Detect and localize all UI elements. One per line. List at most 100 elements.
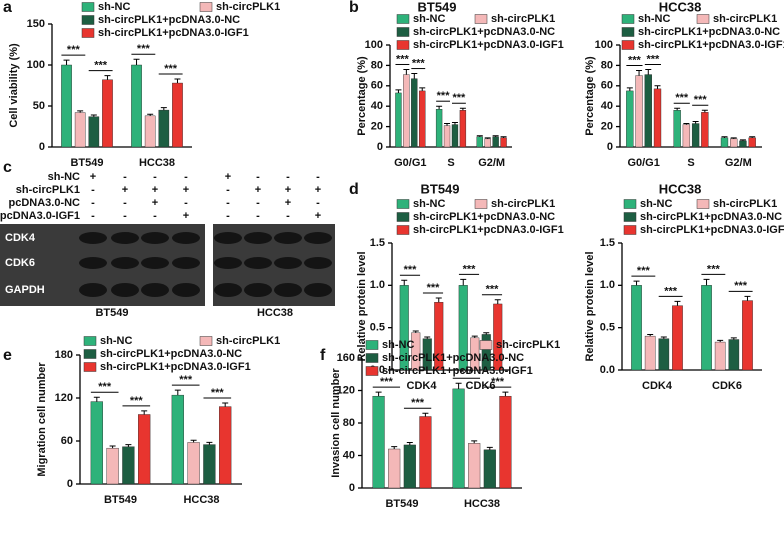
legend-swatch bbox=[621, 14, 635, 24]
blot-sign: + bbox=[152, 184, 158, 196]
blot-sign: + bbox=[285, 197, 291, 209]
error-bar bbox=[683, 123, 690, 125]
significance-label: *** bbox=[137, 43, 151, 55]
legend-swatch bbox=[621, 27, 635, 37]
y-tick-label: 0.0 bbox=[600, 364, 615, 376]
panel-label: f bbox=[320, 347, 326, 364]
bar bbox=[492, 136, 499, 148]
y-tick-label: 60 bbox=[61, 435, 73, 447]
x-tick-label: CDK6 bbox=[712, 380, 742, 392]
blot-sign: - bbox=[256, 197, 260, 209]
y-tick-label: 1.0 bbox=[370, 279, 385, 291]
bar bbox=[728, 339, 740, 371]
blot-sign: - bbox=[184, 171, 188, 183]
legend-label: sh-circPLK1 bbox=[216, 335, 280, 347]
y-tick-label: 80 bbox=[343, 417, 355, 429]
blot-row-label: sh-NC bbox=[48, 171, 80, 183]
blot-sign: - bbox=[91, 210, 95, 222]
error-bar bbox=[739, 139, 746, 141]
y-axis-label: Relative protein level bbox=[584, 251, 596, 361]
protein-band bbox=[244, 232, 272, 244]
bar bbox=[672, 305, 683, 371]
legend-swatch bbox=[396, 14, 410, 24]
protein-band bbox=[141, 283, 169, 297]
legend-swatch bbox=[396, 212, 410, 222]
protein-band bbox=[111, 232, 139, 244]
blot-row-label: sh-circPLK1 bbox=[16, 184, 80, 196]
panel-label: a bbox=[3, 0, 12, 16]
legend-swatch bbox=[81, 15, 95, 25]
legend-swatch bbox=[696, 199, 710, 209]
bar bbox=[484, 138, 491, 148]
significance-label: *** bbox=[646, 53, 660, 65]
bar bbox=[419, 416, 432, 489]
bar bbox=[626, 90, 634, 148]
x-tick-label: BT549 bbox=[104, 494, 137, 506]
blot-sign: - bbox=[123, 210, 127, 222]
blot-sign: + bbox=[152, 197, 158, 209]
bar bbox=[451, 124, 459, 148]
significance-label: *** bbox=[637, 265, 651, 277]
protein-band bbox=[214, 283, 242, 297]
bar bbox=[443, 125, 451, 148]
legend-label: sh-circPLK1 bbox=[491, 13, 555, 25]
significance-label: *** bbox=[98, 381, 112, 393]
bar bbox=[459, 110, 467, 148]
x-tick-label: CDK4 bbox=[407, 380, 438, 392]
legend-label: sh-circPLK1+pcDNA3.0-IGF1 bbox=[640, 224, 784, 236]
y-tick-label: 0 bbox=[349, 482, 355, 494]
error-bar bbox=[63, 59, 70, 65]
error-bar bbox=[471, 440, 478, 444]
protein-band bbox=[244, 257, 272, 269]
error-bar bbox=[636, 70, 643, 76]
error-bar bbox=[435, 297, 442, 303]
protein-band bbox=[172, 257, 200, 269]
legend-label: sh-NC bbox=[640, 198, 672, 210]
significance-label: *** bbox=[463, 263, 477, 275]
bar bbox=[682, 124, 691, 148]
error-bar bbox=[492, 135, 499, 137]
error-bar bbox=[141, 410, 148, 415]
significance-label: *** bbox=[411, 397, 425, 409]
legend-swatch bbox=[474, 14, 488, 24]
legend-swatch bbox=[83, 336, 97, 346]
y-tick-label: 20 bbox=[601, 121, 613, 133]
bar bbox=[691, 123, 700, 148]
protein-band bbox=[111, 283, 139, 297]
y-axis-label: Percentage (%) bbox=[356, 56, 368, 136]
legend-swatch bbox=[81, 28, 95, 38]
blot-row-label: pcDNA3.0-NC bbox=[8, 197, 80, 209]
protein-band bbox=[172, 232, 200, 244]
bar bbox=[203, 444, 216, 485]
bar bbox=[144, 115, 156, 148]
panel-label: d bbox=[349, 181, 359, 198]
bar bbox=[74, 112, 86, 148]
legend-label: sh-NC bbox=[638, 13, 670, 25]
bar bbox=[219, 406, 232, 485]
y-tick-label: 0 bbox=[39, 141, 45, 153]
protein-band bbox=[214, 232, 242, 244]
bar bbox=[122, 446, 135, 485]
error-bar bbox=[222, 402, 229, 407]
protein-band bbox=[274, 257, 302, 269]
bar bbox=[435, 109, 443, 148]
x-tick-label: G2/M bbox=[725, 157, 752, 169]
legend-label: sh-circPLK1 bbox=[216, 1, 280, 13]
x-tick-label: CDK4 bbox=[642, 380, 673, 392]
significance-label: *** bbox=[628, 54, 642, 66]
x-tick-label: G2/M bbox=[478, 157, 505, 169]
y-axis-label: Migration cell number bbox=[36, 362, 48, 477]
error-bar bbox=[744, 295, 751, 301]
bar bbox=[631, 285, 642, 371]
significance-label: *** bbox=[404, 264, 418, 276]
significance-label: *** bbox=[130, 395, 144, 407]
y-axis-label: Percentage (%) bbox=[584, 56, 596, 136]
legend-label: sh-NC bbox=[413, 13, 445, 25]
bar bbox=[88, 116, 100, 148]
legend-label: sh-circPLK1+pcDNA3.0-IGF1 bbox=[382, 365, 533, 377]
error-bar bbox=[206, 441, 213, 445]
error-bar bbox=[436, 105, 443, 110]
blot-sign: - bbox=[226, 197, 230, 209]
legend-swatch bbox=[623, 212, 637, 222]
